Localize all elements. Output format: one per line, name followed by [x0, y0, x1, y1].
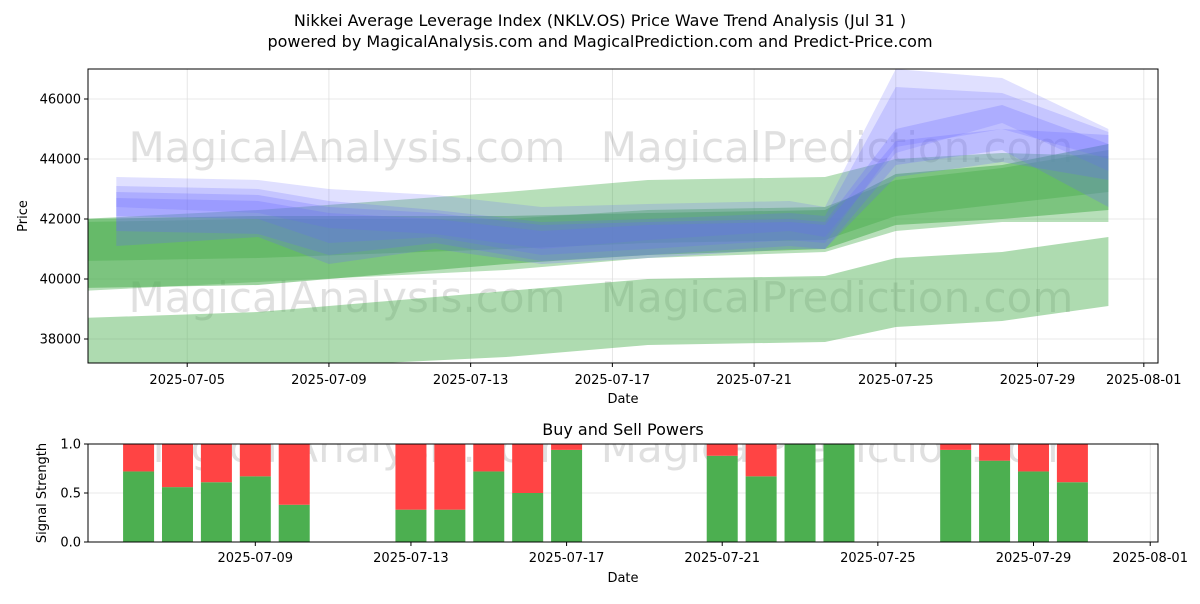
- blue-wave-band: [116, 87, 1109, 255]
- sell-power-bar: [239, 444, 271, 477]
- y-tick-label: 42000: [40, 213, 81, 228]
- y-axis-label: Price: [16, 200, 31, 232]
- y-tick-label: 1.0: [60, 438, 81, 453]
- sell-power-bar: [551, 444, 583, 450]
- green-wave-band: [88, 153, 1109, 291]
- sell-power-bar: [979, 444, 1011, 461]
- buy-sell-plot: MagicalAnalysis.comMagicalPrediction.com…: [35, 420, 1188, 586]
- buy-power-bar: [395, 509, 427, 542]
- blue-wave-band: [116, 105, 1109, 261]
- chart-subtitle: powered by MagicalAnalysis.com and Magic…: [267, 32, 932, 51]
- x-tick-label: 2025-07-25: [840, 551, 916, 566]
- green-wave-band: [88, 150, 1109, 261]
- bottom-chart-title: Buy and Sell Powers: [542, 420, 704, 439]
- y-tick-label: 40000: [40, 273, 81, 288]
- x-tick-label: 2025-07-09: [218, 551, 294, 566]
- sell-power-bar: [1056, 444, 1088, 483]
- buy-power-bar: [940, 449, 972, 542]
- x-tick-label: 2025-07-29: [1000, 373, 1076, 388]
- sell-power-bar: [745, 444, 777, 477]
- green-wave-band: [88, 237, 1109, 363]
- y-tick-label: 38000: [40, 333, 81, 348]
- watermark-text: MagicalAnalysis.com: [129, 123, 566, 172]
- x-tick-label: 2025-07-13: [433, 373, 509, 388]
- y-axis-label: Signal Strength: [35, 443, 50, 543]
- sell-power-bar: [161, 444, 193, 488]
- buy-power-bar: [200, 482, 232, 542]
- buy-power-bar: [434, 509, 466, 542]
- sell-power-bar: [395, 444, 427, 510]
- buy-power-bar: [512, 493, 544, 542]
- x-tick-label: 2025-07-17: [575, 373, 651, 388]
- sell-power-bar: [512, 444, 544, 493]
- buy-power-bar: [784, 444, 816, 542]
- x-tick-label: 2025-07-17: [529, 551, 605, 566]
- x-axis-label: Date: [607, 392, 638, 407]
- chart-title: Nikkei Average Leverage Index (NKLV.OS) …: [294, 11, 906, 30]
- sell-power-bar: [940, 444, 972, 450]
- x-tick-label: 2025-07-09: [291, 373, 367, 388]
- y-tick-label: 0.5: [60, 487, 81, 502]
- watermark-group: MagicalAnalysis.com MagicalPrediction.com…: [129, 123, 1074, 322]
- watermark-text: MagicalPrediction.com: [601, 123, 1074, 172]
- blue-wave-band: [116, 129, 1109, 264]
- sell-power-bar: [278, 444, 310, 505]
- sell-power-bar: [123, 444, 155, 472]
- watermark-text: MagicalPrediction.com: [601, 273, 1074, 322]
- buy-power-bar: [706, 455, 738, 542]
- x-tick-label: 2025-07-13: [373, 551, 449, 566]
- sell-power-bar: [200, 444, 232, 483]
- x-tick-label: 2025-07-25: [858, 373, 934, 388]
- buy-power-bar: [1056, 482, 1088, 542]
- green-wave-band: [88, 144, 1109, 288]
- x-axis-label: Date: [607, 571, 638, 586]
- price-wave-plot: MagicalAnalysis.com MagicalPrediction.com…: [16, 68, 1182, 407]
- plot-frame: [87, 68, 1159, 364]
- buy-power-bar: [1017, 471, 1049, 542]
- x-tick-label: 2025-08-01: [1112, 551, 1188, 566]
- x-tick-label: 2025-07-21: [716, 373, 792, 388]
- sell-power-bar: [434, 444, 466, 510]
- x-tick-label: 2025-07-21: [684, 551, 760, 566]
- y-tick-label: 44000: [40, 153, 81, 168]
- x-tick-label: 2025-07-29: [996, 551, 1072, 566]
- buy-power-bar: [239, 476, 271, 542]
- buy-power-bar: [123, 471, 155, 542]
- buy-power-bar: [161, 487, 193, 542]
- buy-power-bar: [979, 460, 1011, 542]
- x-tick-label: 2025-08-01: [1106, 373, 1182, 388]
- y-tick-label: 46000: [40, 93, 81, 108]
- sell-power-bar: [1017, 444, 1049, 472]
- x-tick-label: 2025-07-05: [149, 373, 225, 388]
- blue-wave-band: [116, 69, 1109, 249]
- sell-power-bar: [706, 444, 738, 456]
- buy-power-bar: [745, 476, 777, 542]
- sell-power-bar: [473, 444, 505, 472]
- buy-power-bar: [823, 444, 855, 542]
- buy-power-bar: [473, 471, 505, 542]
- buy-power-bar: [551, 449, 583, 542]
- band-group: [88, 69, 1109, 363]
- y-tick-label: 0.0: [60, 536, 81, 551]
- buy-power-bar: [278, 504, 310, 542]
